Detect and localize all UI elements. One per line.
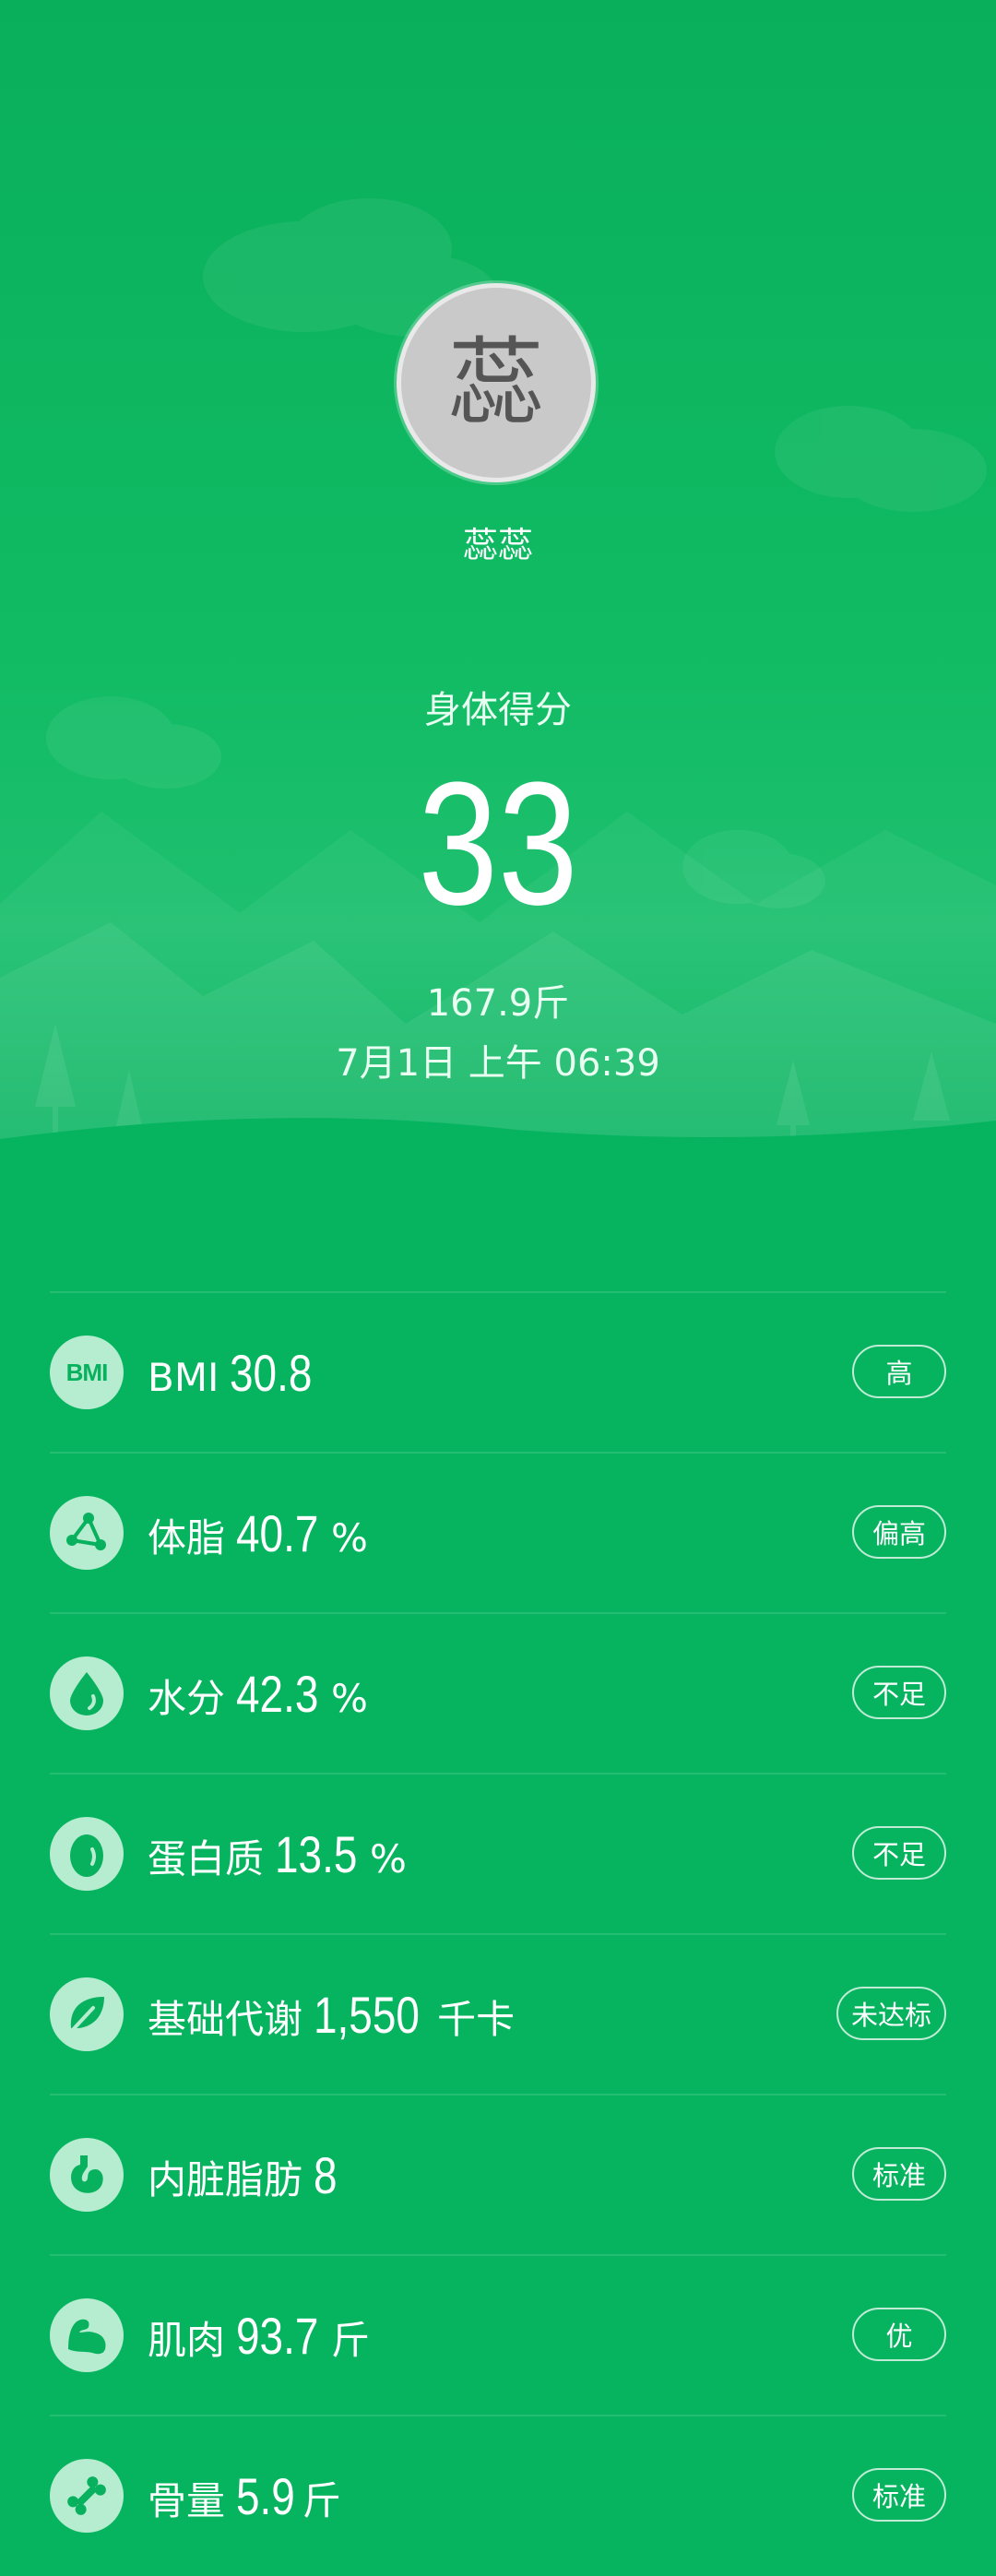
metric-label: 肌肉 bbox=[148, 2309, 225, 2366]
metric-label: BMI bbox=[148, 1355, 219, 1400]
metric-label: 骨量 bbox=[148, 2470, 225, 2526]
status-badge: 高 bbox=[852, 1345, 946, 1398]
metric-value: 42.3 bbox=[236, 1664, 318, 1724]
status-badge: 标准 bbox=[852, 2147, 946, 2201]
metric-value: 5.9 bbox=[236, 2466, 295, 2526]
user-name: 蕊蕊 bbox=[0, 516, 996, 567]
status-badge: 不足 bbox=[852, 1666, 946, 1719]
status-badge: 偏高 bbox=[852, 1505, 946, 1559]
bmi-icon: BMI bbox=[50, 1335, 124, 1409]
metrics-list: BMI BMI 30.8 高 体脂 40.7 % 偏高 bbox=[50, 1291, 946, 2575]
body-fat-icon bbox=[50, 1496, 124, 1570]
metric-row-protein[interactable]: 蛋白质 13.5 % 不足 bbox=[50, 1773, 946, 1933]
body-score-value: 33 bbox=[89, 756, 907, 932]
metric-value: 40.7 bbox=[236, 1503, 318, 1563]
avatar[interactable]: 蕊 bbox=[397, 283, 596, 482]
metric-unit: % bbox=[331, 1515, 368, 1561]
stomach-icon bbox=[50, 2138, 124, 2212]
metric-value: 13.5 bbox=[275, 1824, 357, 1884]
metric-label: 体脂 bbox=[148, 1507, 225, 1563]
status-badge: 未达标 bbox=[836, 1987, 946, 2040]
metric-unit: 千卡 bbox=[437, 1988, 515, 2045]
bone-icon bbox=[50, 2459, 124, 2533]
metric-value: 93.7 bbox=[236, 2306, 318, 2366]
metric-unit: % bbox=[370, 1836, 407, 1882]
metric-value: 30.8 bbox=[230, 1343, 312, 1403]
measurement-datetime: 7月1日 上午 06:39 bbox=[0, 1033, 996, 1086]
egg-icon bbox=[50, 1817, 124, 1891]
body-score-label: 身体得分 bbox=[0, 680, 996, 733]
water-drop-icon bbox=[50, 1656, 124, 1730]
metric-label: 蛋白质 bbox=[148, 1828, 264, 1884]
metric-label: 水分 bbox=[148, 1668, 225, 1724]
status-badge: 不足 bbox=[852, 1826, 946, 1880]
metric-unit: 斤 bbox=[331, 2309, 370, 2366]
metric-row-visceral-fat[interactable]: 内脏脂肪 8 标准 bbox=[50, 2094, 946, 2254]
metric-value: 1,550 bbox=[314, 1985, 420, 2045]
metric-unit: 斤 bbox=[302, 2470, 341, 2526]
leaf-icon bbox=[50, 1977, 124, 2051]
metric-row-bmi[interactable]: BMI BMI 30.8 高 bbox=[50, 1291, 946, 1452]
metric-label: 基础代谢 bbox=[148, 1988, 302, 2045]
metric-label: 内脏脂肪 bbox=[148, 2149, 302, 2205]
metric-row-water[interactable]: 水分 42.3 % 不足 bbox=[50, 1612, 946, 1773]
weight-reading: 167.9斤 bbox=[0, 973, 996, 1027]
status-badge: 标准 bbox=[852, 2468, 946, 2522]
metric-row-bone[interactable]: 骨量 5.9 斤 标准 bbox=[50, 2415, 946, 2575]
status-badge: 优 bbox=[852, 2308, 946, 2361]
metric-row-muscle[interactable]: 肌肉 93.7 斤 优 bbox=[50, 2254, 946, 2415]
metric-value: 8 bbox=[314, 2145, 338, 2205]
muscle-icon bbox=[50, 2298, 124, 2372]
avatar-initial: 蕊 bbox=[448, 335, 544, 431]
metric-row-bmr[interactable]: 基础代谢 1,550 千卡 未达标 bbox=[50, 1933, 946, 2094]
metric-row-body-fat[interactable]: 体脂 40.7 % 偏高 bbox=[50, 1452, 946, 1612]
metric-unit: % bbox=[331, 1676, 368, 1721]
